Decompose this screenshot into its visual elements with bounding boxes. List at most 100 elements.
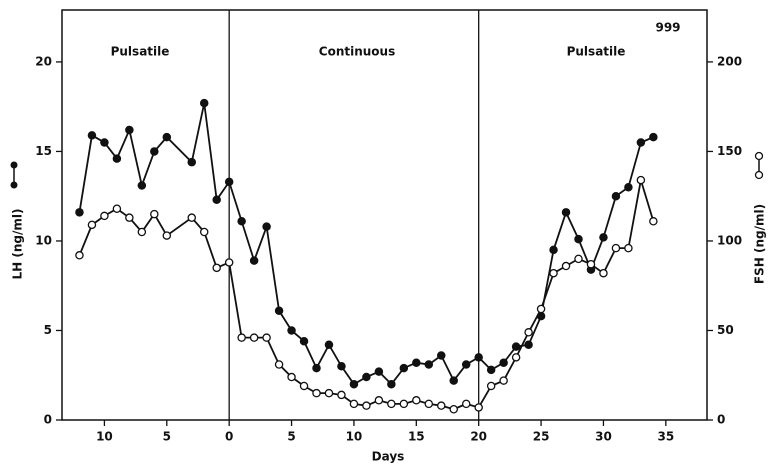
data-point [137, 227, 147, 237]
x-tick-label: 10 [96, 430, 113, 444]
data-point [486, 365, 496, 375]
data-point [486, 381, 496, 391]
data-point [112, 154, 122, 163]
data-point [274, 360, 284, 369]
data-point [87, 131, 97, 140]
data-point [437, 351, 446, 360]
data-point [474, 353, 483, 362]
data-point [561, 208, 571, 217]
y2-axis-label: FSH (ng/ml) [753, 204, 767, 284]
x-tick-label: 20 [470, 430, 487, 444]
data-point [299, 336, 309, 346]
data-point [337, 362, 346, 371]
data-point [287, 326, 296, 335]
data-point [324, 340, 334, 350]
data-point [75, 208, 84, 217]
data-point [524, 328, 533, 337]
annotation: 999 [655, 21, 680, 35]
data-point [187, 213, 196, 222]
data-point [437, 401, 446, 410]
y-axis-label: LH (ng/ml) [11, 209, 25, 280]
data-point [387, 379, 396, 389]
data-point [299, 381, 309, 391]
data-point [362, 401, 371, 410]
data-point [100, 138, 109, 147]
data-point [212, 195, 221, 205]
y-tick-label: 10 [35, 233, 52, 247]
data-point [374, 396, 384, 405]
data-point [387, 399, 396, 409]
data-point [312, 388, 321, 398]
x-tick-label: 5 [287, 430, 295, 444]
data-point [337, 390, 346, 400]
y-tick-label: 20 [35, 54, 52, 68]
data-point [162, 231, 172, 240]
data-point [449, 376, 458, 385]
data-point [150, 209, 159, 219]
data-point [549, 268, 558, 278]
data-point [125, 125, 134, 135]
data-point [237, 333, 246, 342]
y2-tick-label: 200 [717, 54, 742, 68]
y-tick-label: 15 [35, 144, 52, 158]
y2-legend-symbol [754, 151, 764, 180]
x-tick-label: 10 [346, 430, 363, 444]
data-point [125, 213, 134, 222]
data-point [536, 304, 546, 314]
data-point [511, 342, 521, 351]
plot-frame [61, 9, 708, 421]
x-tick-label: 5 [163, 430, 171, 444]
data-point [574, 234, 583, 244]
data-point [199, 98, 209, 108]
y2-tick-label: 150 [717, 144, 742, 158]
data-point [212, 263, 221, 273]
data-point [199, 227, 209, 237]
data-point [511, 353, 521, 362]
data-point [112, 204, 122, 213]
data-point [312, 363, 321, 373]
data-point [224, 258, 234, 267]
data-point [75, 251, 84, 260]
data-point [524, 340, 533, 350]
data-point [461, 399, 471, 409]
x-tick-label: 25 [533, 430, 550, 444]
annotation: Pulsatile [567, 45, 626, 59]
data-point [262, 222, 271, 231]
x-tick-label: 30 [595, 430, 612, 444]
y-legend-symbol [10, 161, 18, 189]
data-point [499, 358, 508, 367]
data-point [324, 388, 334, 398]
x-tick-label: 15 [408, 430, 425, 444]
data-point [137, 181, 147, 190]
data-point [249, 256, 259, 265]
data-point [611, 191, 621, 201]
series-line [78, 102, 654, 386]
data-point [87, 220, 97, 230]
data-point [287, 372, 296, 382]
data-point [349, 399, 359, 409]
y-tick-label: 5 [44, 323, 52, 337]
data-point [412, 358, 421, 367]
data-point [374, 367, 384, 376]
data-point [424, 360, 434, 369]
x-tick-label: 35 [657, 430, 674, 444]
data-point [636, 138, 646, 147]
data-point [549, 245, 558, 255]
data-point [624, 182, 633, 192]
data-point [100, 211, 109, 221]
data-point [586, 259, 596, 269]
data-point [424, 399, 434, 409]
data-point [449, 405, 458, 414]
data-point [262, 333, 271, 342]
data-point [162, 132, 172, 142]
data-point [274, 306, 284, 316]
y2-tick-label: 50 [717, 323, 734, 337]
data-point [349, 379, 359, 389]
data-point [412, 396, 421, 405]
x-tick-label: 0 [225, 430, 233, 444]
data-point [399, 363, 409, 373]
data-point [599, 268, 608, 278]
data-point [499, 376, 508, 385]
data-point [187, 157, 196, 167]
